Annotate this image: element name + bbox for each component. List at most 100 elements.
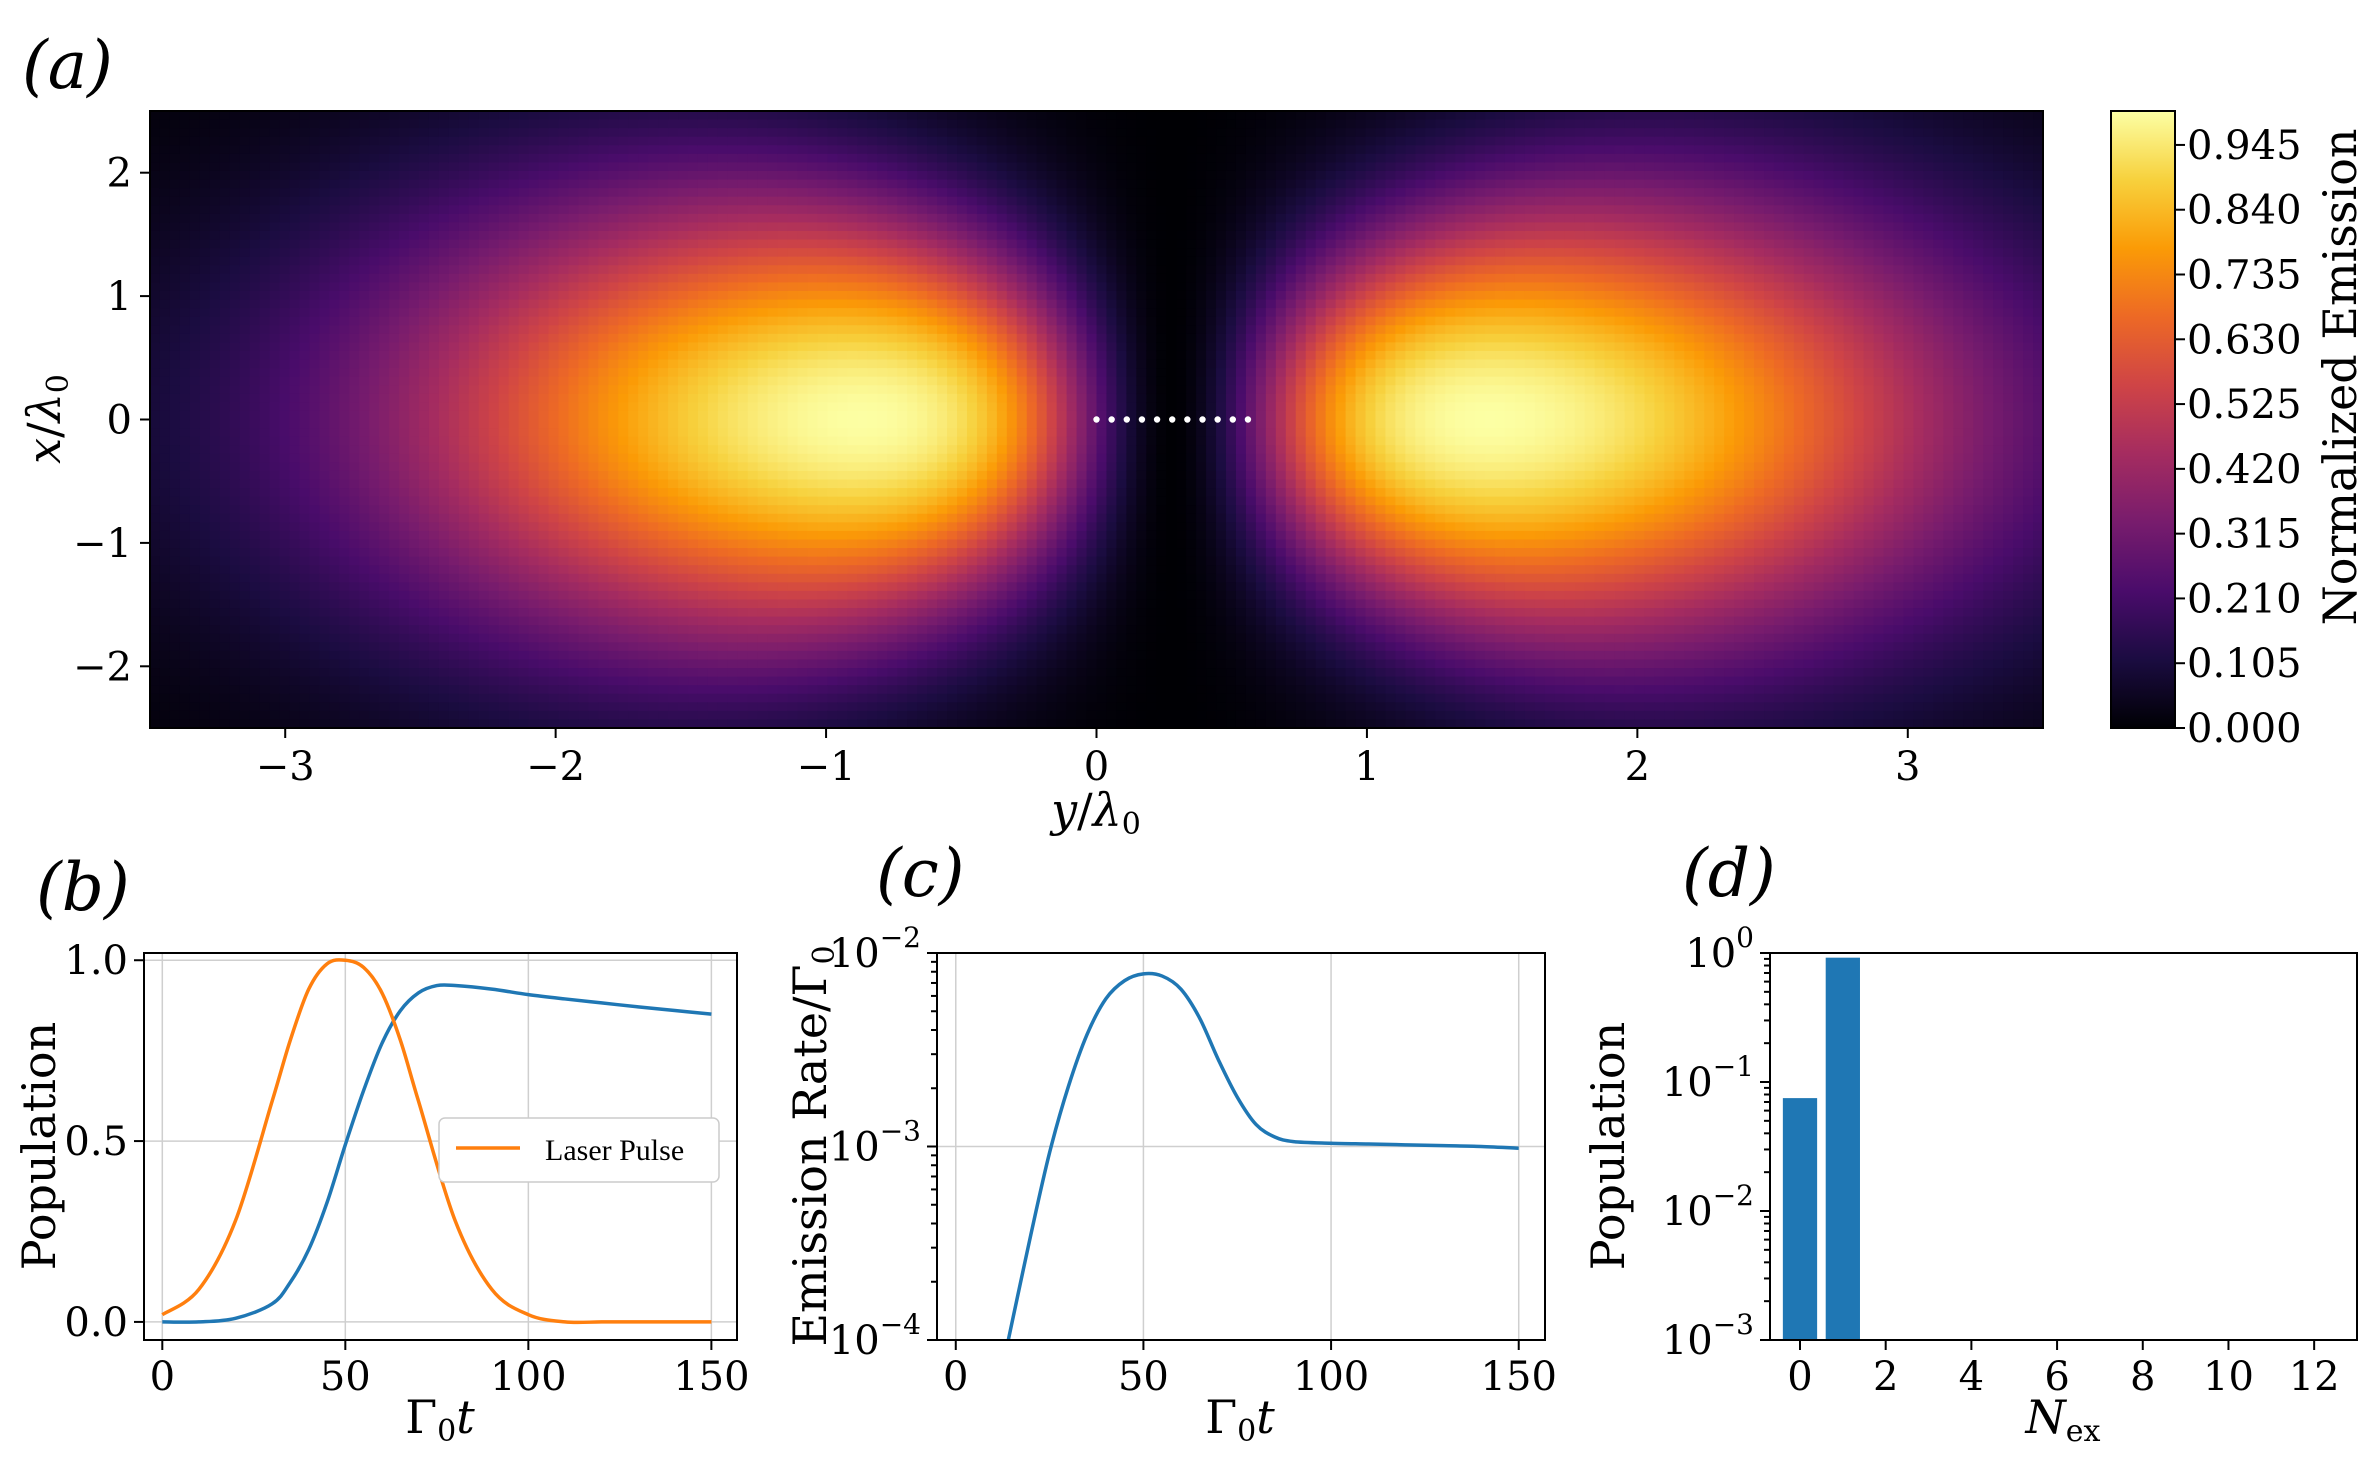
heatmap-cell [289,530,301,541]
heatmap-cell [269,205,281,215]
heatmap-cell [409,145,420,155]
heatmap-cell [678,556,689,566]
heatmap-cell [588,265,600,275]
heatmap-cell [817,170,829,181]
heatmap-cell [488,325,500,335]
heatmap-cell [638,325,649,335]
heatmap-cell [498,573,510,584]
heatmap-cell [697,539,709,549]
heatmap-cell [578,359,590,369]
heatmap-cell [349,333,361,344]
heatmap-cell [379,119,390,129]
heatmap-cell [817,222,829,232]
heatmap-cell [678,213,689,224]
heatmap-cell [478,702,490,712]
heatmap-cell [588,359,600,369]
heatmap-cell [259,693,271,704]
heatmap-cell [478,453,490,464]
heatmap-cell [458,239,470,249]
heatmap-cell [329,410,341,421]
heatmap-cell [518,616,530,626]
heatmap-cell [150,419,161,429]
heatmap-cell [518,702,530,712]
heatmap-cell [508,513,520,524]
heatmap-cell [239,599,251,609]
heatmap-cell [777,350,789,361]
heatmap-cell [229,522,241,532]
heatmap-cell [707,282,719,292]
heatmap-cell [209,436,221,447]
heatmap-cell [279,385,291,395]
heatmap-cell [458,188,470,198]
heatmap-cell [150,213,161,224]
heatmap-cell [389,359,400,369]
heatmap-cell [339,573,351,584]
heatmap-cell [608,316,620,327]
heatmap-cell [409,359,420,369]
heatmap-cell [518,462,530,472]
heatmap-cell [757,710,769,721]
heatmap-cell [379,239,390,249]
heatmap-cell [239,308,251,318]
heatmap-cell [688,633,699,644]
heatmap-cell [508,196,520,207]
heatmap-cell [468,633,480,644]
heatmap-cell [508,668,520,678]
heatmap-cell [159,590,171,601]
heatmap-cell [807,316,819,327]
heatmap-cell [548,530,560,541]
heatmap-cell [259,685,271,695]
heatmap-cell [707,119,719,129]
heatmap-cell [169,308,181,318]
heatmap-cell [648,488,659,498]
heatmap-cell [209,650,221,661]
heatmap-cell [329,530,341,541]
heatmap-cell [349,239,361,249]
heatmap-cell [339,530,351,541]
heatmap-cell [568,453,580,464]
heatmap-cell [219,359,231,369]
heatmap-cell [648,230,659,241]
heatmap-cell [309,650,321,661]
heatmap-cell [777,316,789,327]
heatmap-cell [707,145,719,155]
heatmap-cell [239,453,251,464]
heatmap-cell [578,548,590,558]
heatmap-cell [598,196,610,207]
heatmap-cell [548,513,560,524]
heatmap-cell [229,539,241,549]
heatmap-cell [628,530,639,541]
heatmap-cell [678,376,689,387]
heatmap-cell [508,239,520,249]
heatmap-cell [448,453,460,464]
heatmap-cell [369,153,380,164]
heatmap-cell [399,325,410,335]
heatmap-cell [668,265,679,275]
heatmap-cell [269,333,281,344]
heatmap-cell [737,299,749,309]
heatmap-cell [548,548,560,558]
heatmap-cell [827,136,839,147]
heatmap-cell [339,719,351,728]
heatmap-cell [757,368,769,378]
heatmap-cell [767,222,779,232]
heatmap-cell [239,513,251,524]
heatmap-cell [428,668,440,678]
heatmap-cell [389,470,400,481]
heatmap-cell [269,539,281,549]
heatmap-cell [179,685,191,695]
heatmap-cell [688,496,699,506]
heatmap-cell [817,213,829,224]
heatmap-cell [209,668,221,678]
heatmap-cell [528,719,540,728]
heatmap-cell [598,556,610,566]
heatmap-cell [787,625,799,635]
heatmap-cell [458,290,470,301]
heatmap-cell [229,659,241,669]
heatmap-cell [219,522,231,532]
heatmap-cell [379,299,390,309]
heatmap-cell [538,719,550,728]
heatmap-cell [817,119,829,129]
heatmap-cell [299,153,311,164]
heatmap-cell [488,385,500,395]
